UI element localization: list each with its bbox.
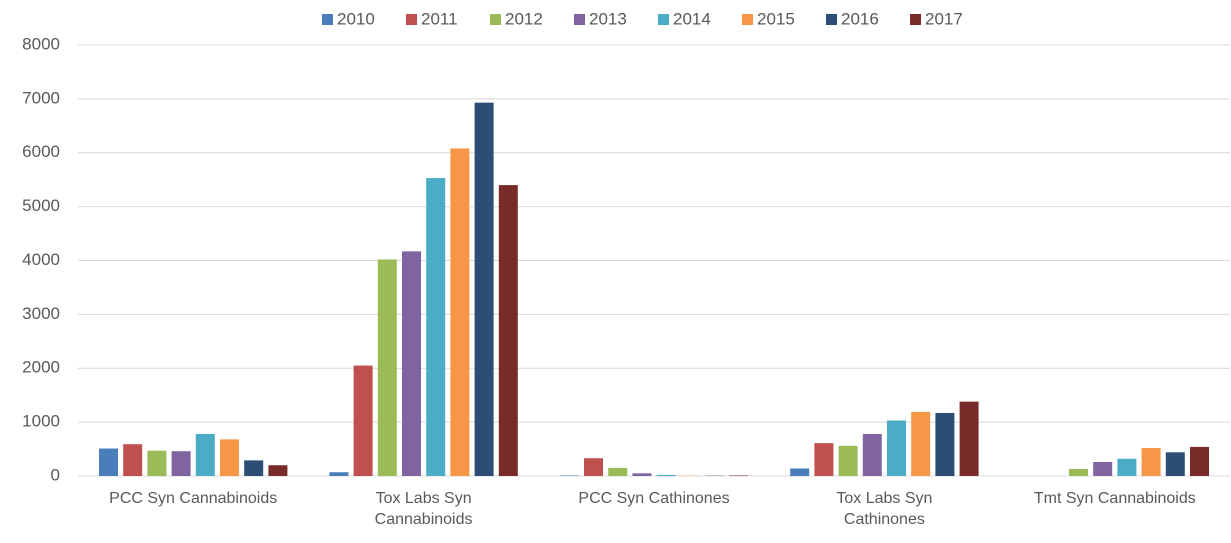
bar xyxy=(911,411,931,476)
bar xyxy=(1190,446,1209,476)
legend-label: 2012 xyxy=(505,9,543,28)
bar xyxy=(935,412,955,476)
bar xyxy=(559,475,579,476)
x-tick-label: Tmt Syn Cannabinoids xyxy=(1033,490,1196,507)
legend-label: 2014 xyxy=(673,9,711,28)
bar xyxy=(171,451,191,476)
bar xyxy=(608,467,628,476)
legend-label: 2011 xyxy=(421,9,458,28)
legend-swatch xyxy=(658,14,669,25)
legend-swatch xyxy=(826,14,837,25)
bar xyxy=(729,475,749,476)
legend-swatch xyxy=(490,14,501,25)
x-tick-label: PCC Syn Cathinones xyxy=(578,490,730,507)
y-tick-label: 3000 xyxy=(22,304,60,323)
legend-swatch xyxy=(910,14,921,25)
bar xyxy=(1141,447,1161,476)
y-tick-label: 6000 xyxy=(22,142,60,161)
bar xyxy=(268,465,288,476)
bar xyxy=(353,365,373,476)
bar xyxy=(1069,468,1088,476)
legend-swatch xyxy=(574,14,585,25)
y-tick-label: 0 xyxy=(51,465,60,484)
bar xyxy=(862,433,882,476)
bar xyxy=(1117,458,1137,476)
legend-swatch xyxy=(322,14,333,25)
bar xyxy=(402,251,421,476)
bar xyxy=(450,148,470,476)
bar xyxy=(474,102,494,477)
bar xyxy=(195,433,215,476)
y-tick-label: 8000 xyxy=(22,34,60,53)
legend-label: 2015 xyxy=(757,9,795,28)
bar xyxy=(99,448,118,476)
bar xyxy=(244,460,264,476)
legend-swatch xyxy=(406,14,417,25)
y-tick-label: 5000 xyxy=(22,196,60,215)
legend-label: 2016 xyxy=(841,9,879,28)
legend-swatch xyxy=(742,14,753,25)
legend-label: 2017 xyxy=(925,9,963,28)
bar xyxy=(959,401,979,476)
legend-label: 2013 xyxy=(589,9,627,28)
y-tick-label: 2000 xyxy=(22,358,60,377)
x-tick-label: Tox Labs Syn Cathinones xyxy=(836,490,933,528)
bar xyxy=(656,474,676,476)
bar xyxy=(498,185,518,476)
x-tick-label: Tox Labs Syn Cannabinoids xyxy=(374,490,473,528)
bar xyxy=(147,450,167,476)
bar xyxy=(790,468,810,476)
bar xyxy=(377,259,397,476)
y-tick-label: 4000 xyxy=(22,250,60,269)
bar xyxy=(887,420,906,476)
bar xyxy=(329,472,349,476)
y-tick-label: 1000 xyxy=(22,412,60,431)
legend-label: 2010 xyxy=(337,9,375,28)
bar xyxy=(426,178,446,477)
x-tick-label: PCC Syn Cannabinoids xyxy=(109,490,278,507)
bar xyxy=(838,445,858,476)
bar xyxy=(814,443,834,476)
bar xyxy=(1165,452,1185,476)
bar xyxy=(1093,461,1113,476)
bar xyxy=(123,444,143,476)
bar xyxy=(632,473,652,476)
bar xyxy=(584,458,603,476)
y-tick-label: 7000 xyxy=(22,88,60,107)
bar xyxy=(220,439,239,476)
